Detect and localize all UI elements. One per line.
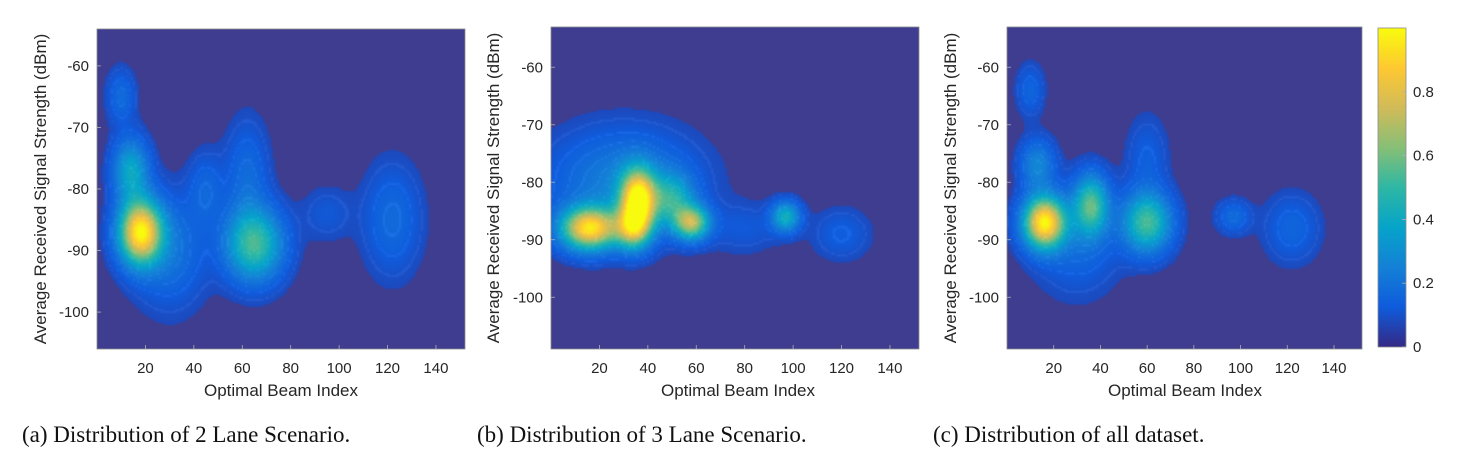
y-tick-label: -100 <box>513 289 543 306</box>
x-tick-label: 120 <box>829 360 854 377</box>
colorbar-tick-label: 0.6 <box>1413 148 1434 165</box>
x-axis-label: Optimal Beam Index <box>1108 381 1263 400</box>
x-tick-label: 140 <box>1321 360 1346 377</box>
y-tick-label: -80 <box>521 174 543 191</box>
y-tick-label: -60 <box>521 59 543 76</box>
x-tick-labels: 20 40 60 80 100 120 140 <box>137 345 448 377</box>
y-tick-label: -70 <box>521 117 543 134</box>
x-tick-label: 120 <box>375 360 400 377</box>
panel-caption: (b) Distribution of 3 Lane Scenario. <box>477 422 807 447</box>
plot-area-frame <box>550 26 920 350</box>
plot-area-frame <box>1006 26 1363 350</box>
density-map <box>97 29 465 349</box>
x-tick-label: 100 <box>781 360 806 377</box>
x-tick-label: 60 <box>1139 360 1156 377</box>
y-tick-label: -60 <box>977 59 999 76</box>
x-tick-label: 140 <box>423 360 448 377</box>
density-map <box>1007 27 1362 349</box>
panel-caption: (a) Distribution of 2 Lane Scenario. <box>22 422 350 447</box>
x-tick-label: 100 <box>1228 360 1253 377</box>
density-map <box>551 27 919 349</box>
colorbar-tick-label: 0 <box>1413 339 1421 356</box>
x-axis-label: Optimal Beam Index <box>204 381 359 400</box>
colorbar-tick-labels: 0 0.2 0.4 0.6 0.8 <box>1402 84 1434 356</box>
y-tick-labels: -60 -70 -80 -90 -100 <box>513 59 555 306</box>
x-axis-label: Optimal Beam Index <box>661 381 816 400</box>
y-tick-label: -90 <box>521 232 543 249</box>
y-tick-label: -80 <box>67 181 89 198</box>
colorbar-frame <box>1377 27 1407 348</box>
x-tick-labels: 20 40 60 80 100 120 140 <box>591 345 902 377</box>
x-tick-labels: 20 40 60 80 100 120 140 <box>1045 345 1346 377</box>
x-tick-label: 40 <box>185 360 202 377</box>
x-tick-label: 20 <box>591 360 608 377</box>
y-tick-label: -60 <box>67 58 89 75</box>
x-tick-label: 80 <box>1185 360 1202 377</box>
panel-a: 20 40 60 80 100 120 140 -60 -70 -80 -90 -100 Optim… <box>22 28 466 447</box>
x-tick-label: 20 <box>1045 360 1062 377</box>
x-tick-label: 40 <box>1092 360 1109 377</box>
x-tick-label: 120 <box>1275 360 1300 377</box>
x-tick-label: 40 <box>639 360 656 377</box>
y-tick-label: -70 <box>67 119 89 136</box>
colorbar-tick-label: 0.2 <box>1413 275 1434 292</box>
colorbar-gradient <box>1378 28 1406 347</box>
y-tick-label: -70 <box>977 117 999 134</box>
x-tick-label: 140 <box>877 360 902 377</box>
x-tick-label: 80 <box>282 360 299 377</box>
y-axis-label: Average Received Signal Strength (dBm) <box>484 33 503 344</box>
panel-c: 20 40 60 80 100 120 140 -60 -70 -80 -90 -100 Optim… <box>933 26 1363 447</box>
y-tick-label: -100 <box>59 304 89 321</box>
x-tick-label: 20 <box>137 360 154 377</box>
x-tick-label: 60 <box>688 360 705 377</box>
y-tick-labels: -60 -70 -80 -90 -100 <box>59 58 101 321</box>
x-tick-label: 80 <box>736 360 753 377</box>
colorbar-tick-label: 0.8 <box>1413 84 1434 101</box>
y-tick-label: -90 <box>977 232 999 249</box>
y-axis-label: Average Received Signal Strength (dBm) <box>31 34 50 345</box>
x-tick-label: 60 <box>234 360 251 377</box>
y-axis-label: Average Received Signal Strength (dBm) <box>941 33 960 344</box>
colorbar-tick-label: 0.4 <box>1413 211 1434 228</box>
y-tick-label: -90 <box>67 243 89 260</box>
x-tick-label: 100 <box>327 360 352 377</box>
panel-b: 20 40 60 80 100 120 140 -60 -70 -80 -90 -100 Optim… <box>477 26 920 447</box>
panel-caption: (c) Distribution of all dataset. <box>933 422 1204 447</box>
y-tick-label: -100 <box>969 289 999 306</box>
y-tick-label: -80 <box>977 174 999 191</box>
y-tick-labels: -60 -70 -80 -90 -100 <box>969 59 1011 306</box>
colorbar: 0 0.2 0.4 0.6 0.8 <box>1377 27 1434 356</box>
